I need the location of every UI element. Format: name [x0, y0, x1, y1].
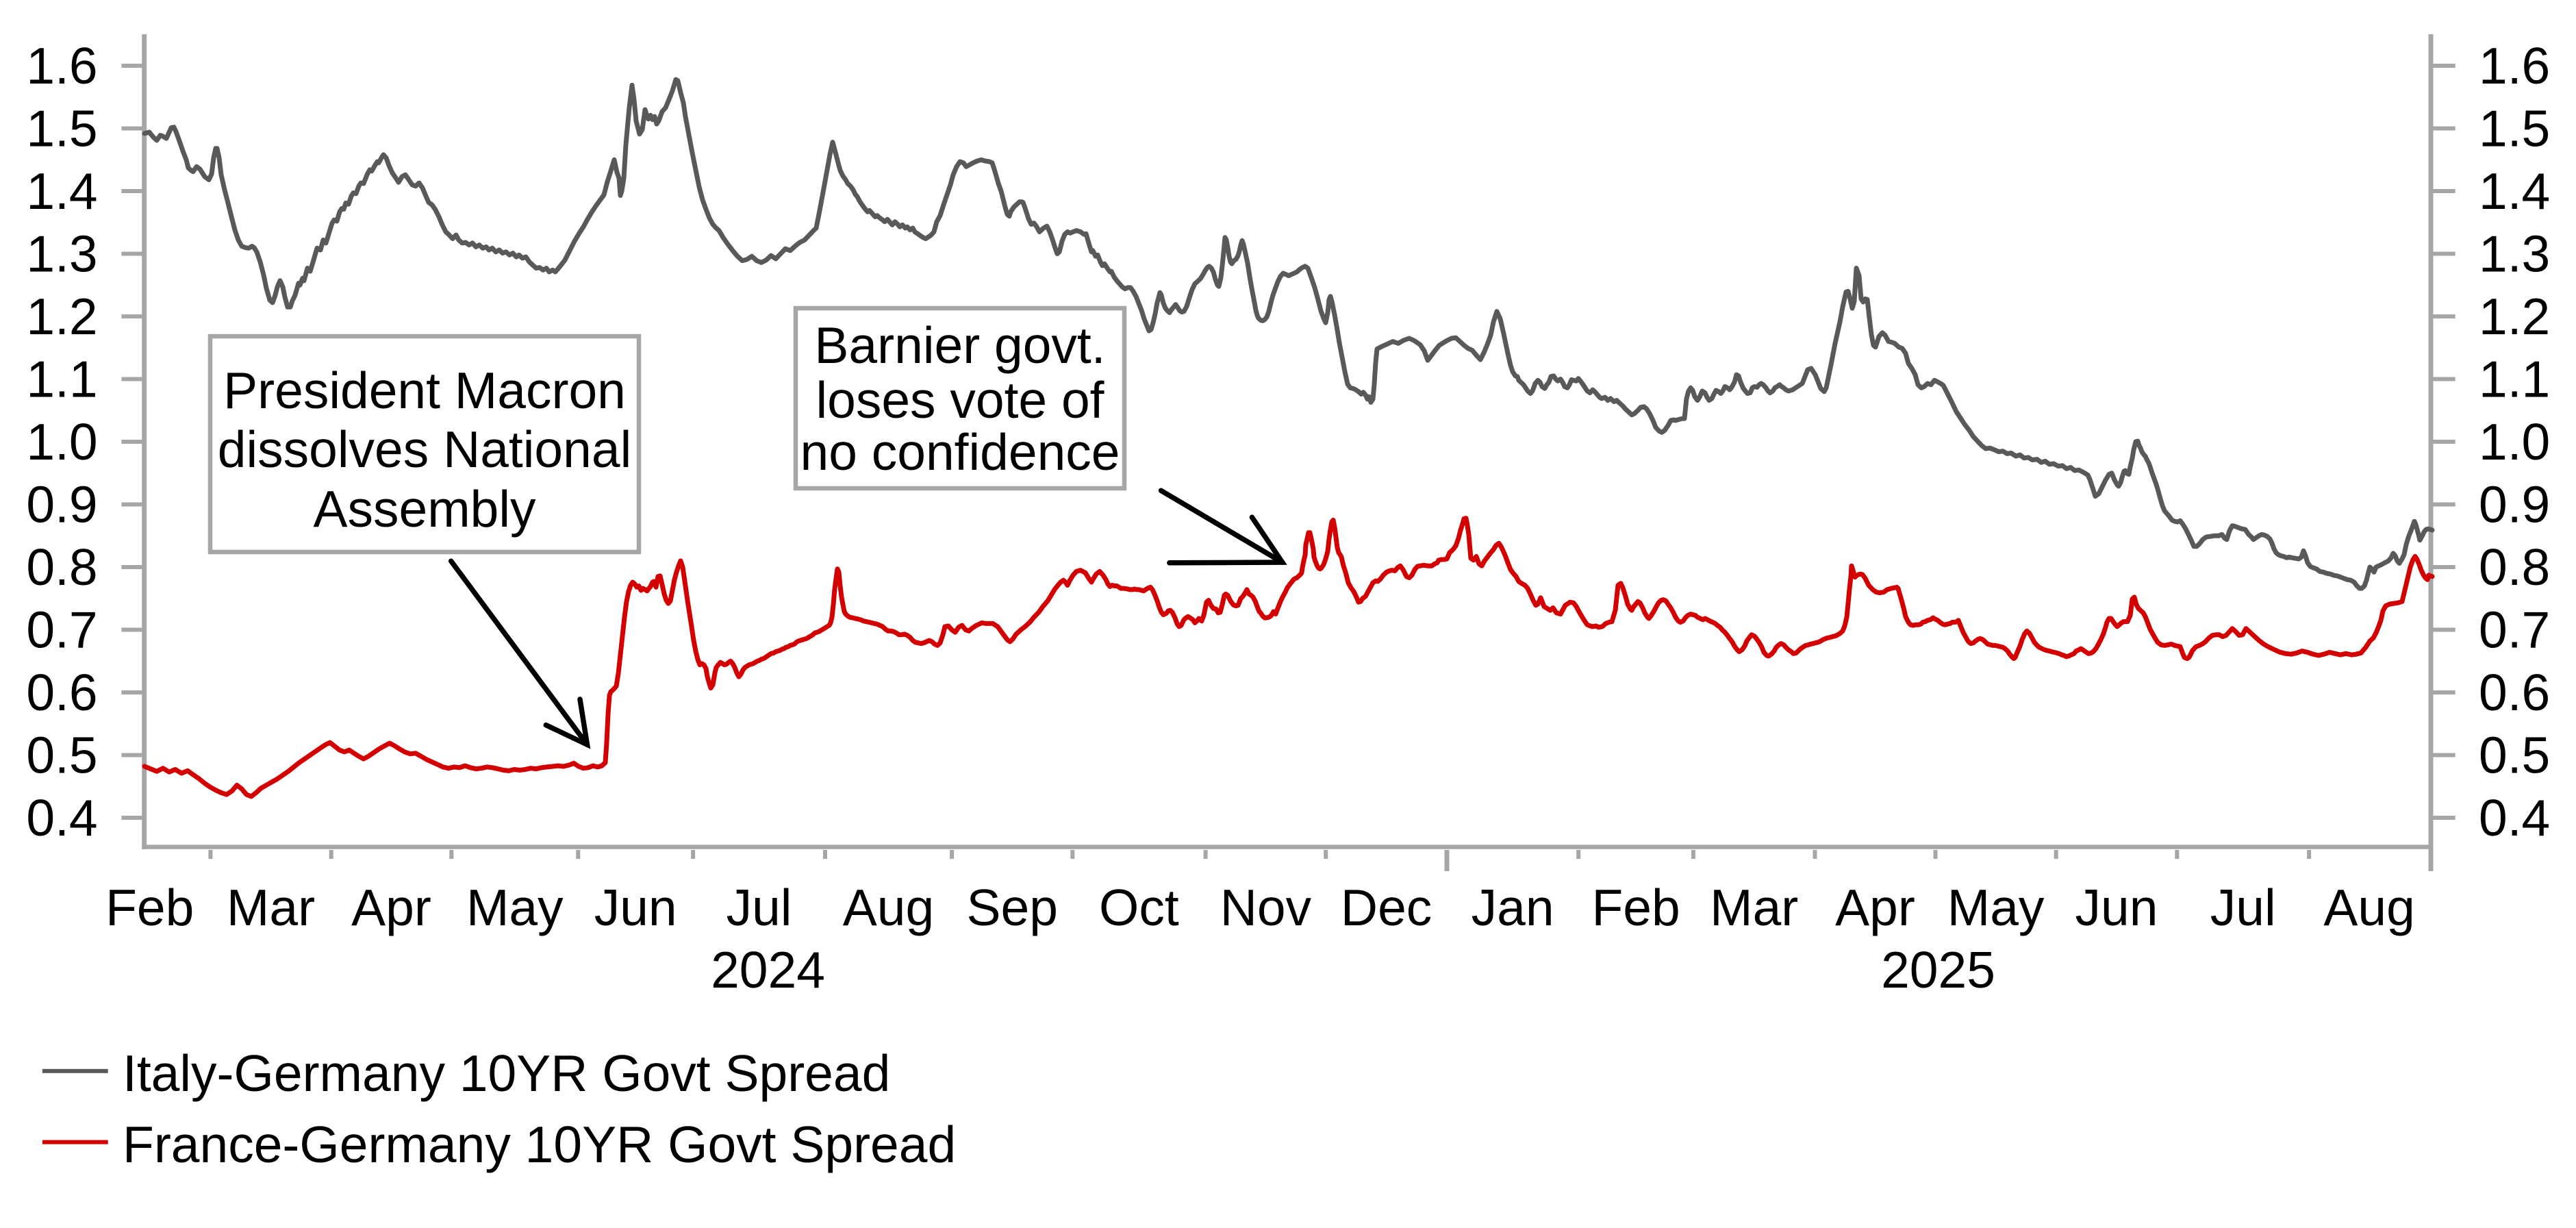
svg-text:1.6: 1.6 [2479, 37, 2550, 95]
svg-text:0.8: 0.8 [2479, 538, 2550, 596]
svg-text:1.0: 1.0 [26, 413, 97, 471]
svg-text:1.2: 1.2 [26, 288, 97, 345]
svg-text:0.6: 0.6 [26, 664, 97, 721]
svg-text:Mar: Mar [227, 879, 315, 936]
svg-text:Mar: Mar [1710, 879, 1798, 936]
svg-text:0.7: 0.7 [26, 601, 97, 659]
svg-text:Assembly: Assembly [313, 480, 536, 538]
svg-text:Jun: Jun [594, 879, 677, 936]
svg-text:Aug: Aug [843, 879, 934, 936]
svg-text:Feb: Feb [105, 879, 194, 936]
svg-text:May: May [1947, 879, 2045, 936]
svg-text:1.2: 1.2 [2479, 288, 2550, 345]
svg-text:1.0: 1.0 [2479, 413, 2550, 471]
svg-text:0.9: 0.9 [26, 476, 97, 534]
svg-text:Italy-Germany 10YR Govt Spread: Italy-Germany 10YR Govt Spread [123, 1044, 890, 1102]
svg-text:President Macron: President Macron [223, 362, 626, 419]
svg-text:Jul: Jul [2210, 879, 2276, 936]
svg-text:Jan: Jan [1472, 879, 1554, 936]
svg-text:May: May [466, 879, 564, 936]
svg-text:1.1: 1.1 [26, 351, 97, 408]
svg-text:0.6: 0.6 [2479, 664, 2550, 721]
svg-text:2025: 2025 [1881, 941, 1995, 999]
svg-text:loses vote of: loses vote of [816, 371, 1104, 429]
svg-text:0.8: 0.8 [26, 538, 97, 596]
svg-text:1.3: 1.3 [26, 225, 97, 283]
svg-text:1.5: 1.5 [2479, 100, 2550, 158]
svg-text:1.6: 1.6 [26, 37, 97, 95]
svg-text:1.4: 1.4 [26, 162, 97, 220]
svg-text:0.5: 0.5 [2479, 727, 2550, 784]
svg-text:Barnier govt.: Barnier govt. [814, 316, 1105, 374]
svg-text:Dec: Dec [1341, 879, 1432, 936]
svg-text:Nov: Nov [1220, 879, 1312, 936]
svg-text:0.4: 0.4 [26, 789, 97, 847]
svg-text:Oct: Oct [1099, 879, 1179, 936]
svg-text:1.5: 1.5 [26, 100, 97, 158]
svg-text:Jul: Jul [727, 879, 792, 936]
svg-text:0.9: 0.9 [2479, 476, 2550, 534]
svg-text:no confidence: no confidence [800, 423, 1120, 481]
svg-text:1.1: 1.1 [2479, 351, 2550, 408]
svg-text:Sep: Sep [966, 879, 1057, 936]
svg-text:Apr: Apr [351, 879, 431, 936]
svg-text:Aug: Aug [2323, 879, 2414, 936]
svg-text:0.5: 0.5 [26, 727, 97, 784]
svg-text:dissolves National: dissolves National [218, 421, 631, 478]
svg-text:France-Germany 10YR Govt Sprea: France-Germany 10YR Govt Spread [123, 1116, 956, 1173]
svg-text:1.4: 1.4 [2479, 162, 2550, 220]
svg-text:0.4: 0.4 [2479, 789, 2550, 847]
svg-text:0.7: 0.7 [2479, 601, 2550, 659]
svg-text:Apr: Apr [1835, 879, 1915, 936]
svg-text:Feb: Feb [1591, 879, 1680, 936]
svg-text:1.3: 1.3 [2479, 225, 2550, 283]
svg-text:2024: 2024 [711, 941, 825, 999]
svg-text:Jun: Jun [2075, 879, 2158, 936]
